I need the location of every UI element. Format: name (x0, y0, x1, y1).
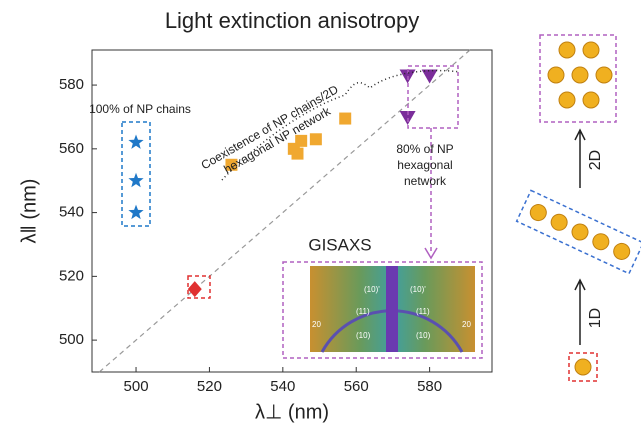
x-tick-label: 520 (197, 378, 222, 395)
arrow-2d (575, 130, 585, 188)
inset-label: (10) (356, 331, 371, 340)
x-tick-label: 540 (270, 378, 295, 395)
point (339, 113, 351, 125)
figure: Light extinction anisotropy λ⊥ (nm) λ‖ (… (0, 0, 641, 438)
point (128, 205, 143, 220)
point (310, 133, 322, 145)
y-tick-label: 520 (59, 267, 84, 284)
label-2d: 2D (587, 150, 604, 170)
diagram: 2D 1D (517, 35, 641, 381)
inset-label: (10) (416, 331, 431, 340)
label-1d: 1D (587, 308, 604, 328)
y-tick-label: 580 (59, 76, 84, 93)
point (128, 173, 143, 188)
annotation: Coexistence of NP chains/2D (199, 82, 341, 172)
annotation: 80% of NP (396, 142, 453, 156)
np-2d (548, 42, 612, 108)
point (292, 148, 304, 160)
x-tick-label: 500 (124, 378, 149, 395)
inset-label: (10)' (364, 285, 380, 294)
x-tick-label: 560 (344, 378, 369, 395)
inset-label: 20 (462, 320, 471, 329)
point (128, 135, 143, 149)
coexistence-label: Coexistence of NP chains/2D hexagonal NP… (199, 82, 349, 185)
inset-beam (386, 266, 398, 352)
point (188, 281, 202, 297)
y-tick-label: 540 (59, 204, 84, 221)
inset-title: GISAXS (308, 235, 371, 254)
y-axis-label: λ‖ (nm) (18, 179, 40, 244)
y-tick-label: 560 (59, 140, 84, 157)
chain (517, 190, 641, 273)
chart-title: Light extinction anisotropy (165, 8, 419, 33)
x-tick-label: 580 (417, 378, 442, 395)
annotation: 100% of NP chains (89, 102, 191, 116)
inset-label: (11) (416, 307, 430, 316)
x-axis-label: λ⊥ (nm) (255, 401, 329, 423)
inset-label: (10)' (410, 285, 426, 294)
inset-label: 20 (312, 320, 321, 329)
arrow-1d (575, 280, 585, 345)
np-0d (575, 359, 591, 375)
annotation: network (404, 174, 447, 188)
annotation: hexagonal (397, 158, 452, 172)
y-tick-label: 500 (59, 331, 84, 348)
inset-label: (11) (356, 307, 370, 316)
point (422, 70, 438, 84)
